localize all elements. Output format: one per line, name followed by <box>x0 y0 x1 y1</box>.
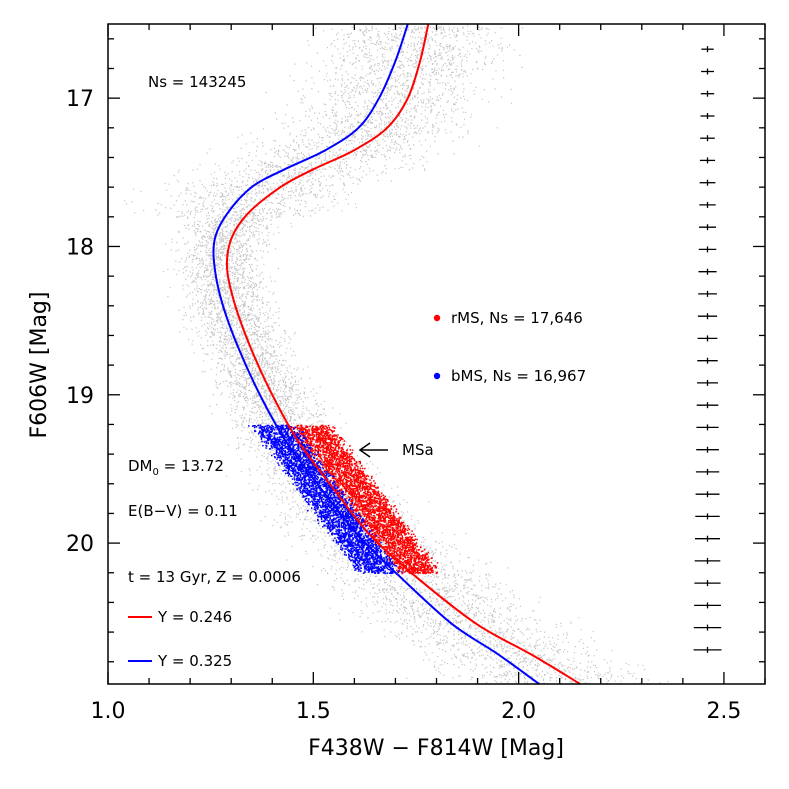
error-bar <box>695 468 720 475</box>
age-metallicity-label: t = 13 Gyr, Z = 0.0006 <box>128 568 301 586</box>
y-tick-label: 18 <box>66 235 94 260</box>
ticks-layer <box>107 24 766 684</box>
error-bar <box>701 46 714 53</box>
y-tick-label: 19 <box>66 384 94 409</box>
bms-legend-marker <box>433 372 441 380</box>
rms-legend-label: rMS, Ns = 17,646 <box>451 309 583 327</box>
error-bar <box>699 157 716 164</box>
error-bar <box>696 402 719 409</box>
isochrone-y0246-line <box>225 23 581 685</box>
rms-points <box>285 424 439 575</box>
error-bar <box>700 113 715 119</box>
error-bar <box>697 357 718 364</box>
y-0246-legend-label: Y = 0.246 <box>157 608 232 626</box>
error-bar <box>694 580 721 587</box>
error-bar <box>699 201 716 208</box>
error-bar <box>701 68 714 75</box>
error-bar <box>696 446 719 453</box>
total-count-label: Ns = 143245 <box>148 73 246 91</box>
error-bar <box>699 179 716 186</box>
x-tick-label: 2.0 <box>501 699 536 724</box>
reddening-label: E(B−V) = 0.11 <box>128 502 238 520</box>
x-tick-label: 1.5 <box>296 699 331 724</box>
population-points-layer <box>248 424 439 575</box>
msa-label: MSa <box>402 441 434 459</box>
y-0325-legend-label: Y = 0.325 <box>157 652 232 670</box>
y-tick-label: 20 <box>66 532 94 557</box>
error-bar <box>693 646 722 653</box>
y-axis-title: F606W [Mag] <box>27 292 52 439</box>
distance-modulus-label: DM0 = 13.72 <box>128 457 224 478</box>
y-tick-label: 17 <box>66 87 94 112</box>
error-bar <box>694 602 721 609</box>
error-bar <box>697 313 718 320</box>
error-bar <box>695 491 720 498</box>
error-bar <box>699 224 716 231</box>
error-bar <box>694 557 721 564</box>
msa-arrow <box>358 442 388 458</box>
error-bar <box>698 268 717 275</box>
error-bar <box>693 624 722 631</box>
error-bar <box>695 535 720 542</box>
isochrone-y0325-line <box>212 23 540 685</box>
error-bar <box>700 135 715 142</box>
bms-legend-label: bMS, Ns = 16,967 <box>451 367 586 385</box>
error-bar <box>697 379 718 386</box>
error-bar <box>695 513 720 520</box>
error-bar <box>700 90 715 97</box>
isochrone-layer <box>212 23 581 685</box>
bms-points <box>248 424 403 575</box>
x-tick-label: 1.0 <box>91 699 126 724</box>
error-bars-layer <box>693 46 722 653</box>
error-bar <box>698 246 717 253</box>
x-axis-title: F438W − F814W [Mag] <box>308 736 564 761</box>
error-bar <box>697 335 718 342</box>
x-tick-label: 2.5 <box>706 699 741 724</box>
rms-legend-marker <box>433 314 441 322</box>
error-bar <box>698 290 717 297</box>
tick-labels-layer: 1.0 1.5 2.0 2.5 17 18 19 20 <box>66 87 741 724</box>
error-bar <box>696 424 719 431</box>
